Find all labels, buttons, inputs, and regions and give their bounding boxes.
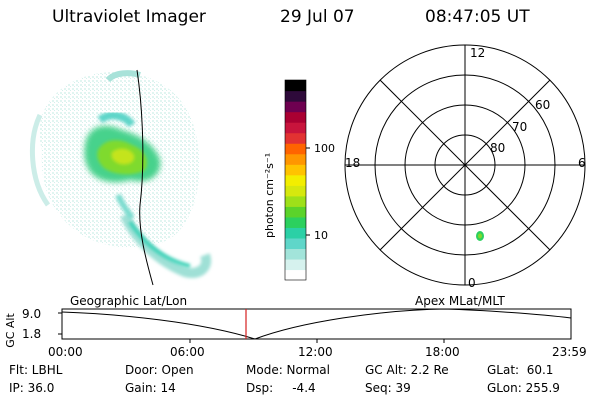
info-mode: Mode: Normal xyxy=(246,363,330,377)
info-glat: GLat: 60.1 xyxy=(487,363,554,377)
colorbar-segment xyxy=(285,195,306,207)
colorbar-frame xyxy=(284,79,307,281)
mlt-label-0: 0 xyxy=(468,276,476,290)
colorbar-segment xyxy=(285,111,306,123)
time-label: 08:47:05 UT xyxy=(425,7,530,27)
colorbar-segment xyxy=(285,122,306,134)
geographic-image xyxy=(29,69,212,286)
colorbar-segment xyxy=(285,90,306,102)
colorbar: photon cm⁻²s⁻¹ xyxy=(263,79,310,281)
xtick-2359: 23:59 xyxy=(552,345,587,359)
altitude-ylabel-wrap: GC Alt xyxy=(3,312,19,352)
geographic-panel-label: Geographic Lat/Lon xyxy=(70,294,188,308)
aurora-lower-arc xyxy=(120,212,212,278)
colorbar-tick-10: 10 xyxy=(314,229,328,242)
orbit-track xyxy=(136,69,154,286)
polar-plot xyxy=(344,44,586,286)
colorbar-segment xyxy=(285,143,306,155)
mlt-label-6: 6 xyxy=(578,156,586,170)
colorbar-tick-100: 100 xyxy=(314,142,335,155)
colorbar-segment xyxy=(285,248,306,260)
colorbar-segment xyxy=(285,258,306,271)
mlt-label-18: 18 xyxy=(345,156,361,170)
lat-label-70: 70 xyxy=(512,120,528,134)
colorbar-segment xyxy=(285,269,306,281)
info-glon: GLon: 255.9 xyxy=(487,381,560,395)
info-gain: Gain: 14 xyxy=(125,381,176,395)
lat-label-80: 80 xyxy=(490,141,506,155)
colorbar-segment xyxy=(285,153,306,165)
date-label: 29 Jul 07 xyxy=(280,7,355,27)
xtick-0600: 06:00 xyxy=(170,345,205,359)
colorbar-segment xyxy=(285,174,306,186)
apex-panel-label: Apex MLat/MLT xyxy=(415,294,505,308)
colorbar-segment xyxy=(285,132,306,144)
colorbar-segment xyxy=(285,206,306,218)
altitude-plot xyxy=(58,308,572,343)
info-ip: IP: 36.0 xyxy=(9,381,55,395)
info-filter: Flt: LBHL xyxy=(9,363,63,377)
colorbar-segment xyxy=(285,227,306,239)
altitude-plot-frame xyxy=(61,308,572,340)
colorbar-segment xyxy=(285,101,306,113)
lat-label-60: 60 xyxy=(535,98,551,112)
mlt-label-12: 12 xyxy=(470,46,486,60)
info-seq: Seq: 39 xyxy=(365,381,411,395)
altitude-ytick-min: 1.8 xyxy=(22,327,42,341)
colorbar-segment xyxy=(285,237,306,250)
mlt-diagonal-2 xyxy=(379,79,551,251)
info-gc-alt: GC Alt: 2.2 Re xyxy=(365,363,449,377)
altitude-ylabel: GC Alt xyxy=(3,313,17,348)
colorbar-segment xyxy=(285,185,306,197)
altitude-ytick-max: 9.0 xyxy=(22,307,42,321)
colorbar-segment xyxy=(285,164,306,176)
xtick-1200: 12:00 xyxy=(298,345,333,359)
colorbar-unit-label: photon cm⁻²s⁻¹ xyxy=(263,153,276,238)
xtick-1800: 18:00 xyxy=(425,345,460,359)
colorbar-segment xyxy=(285,216,306,228)
colorbar-segment xyxy=(285,80,306,92)
altitude-curve xyxy=(61,308,572,340)
app-title: Ultraviolet Imager xyxy=(52,7,206,27)
info-door: Door: Open xyxy=(125,363,194,377)
xtick-0000: 00:00 xyxy=(48,345,83,359)
info-dsp: Dsp: -4.4 xyxy=(246,381,316,395)
